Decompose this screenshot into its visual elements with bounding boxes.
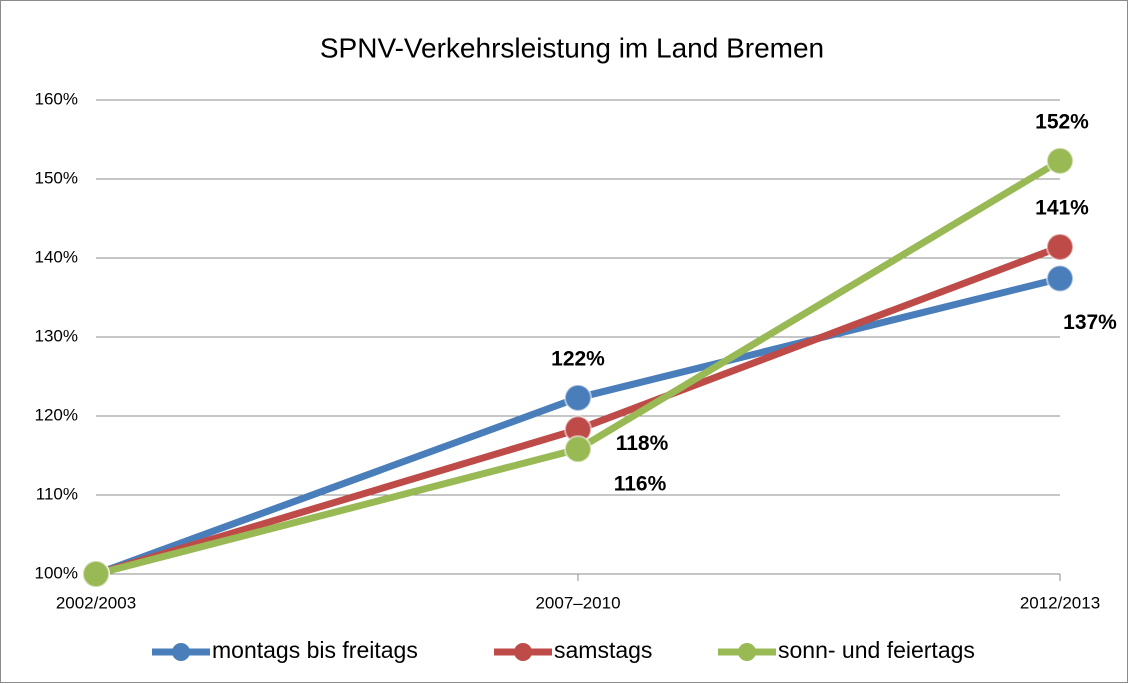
x-tick-label: 2012/2013	[1020, 593, 1100, 612]
x-tick-label: 2002/2003	[56, 593, 136, 612]
y-tick-label: 120%	[35, 405, 78, 424]
data-label: 141%	[1035, 196, 1089, 219]
y-tick-label: 140%	[35, 247, 78, 266]
y-tick-label: 150%	[35, 168, 78, 187]
x-tick-label: 2007–2010	[535, 593, 620, 612]
legend-label: sonn- und feiertags	[778, 637, 975, 663]
y-tick-label: 100%	[35, 563, 78, 582]
data-label: 137%	[1063, 311, 1117, 334]
data-point	[1046, 232, 1074, 261]
data-point	[1046, 264, 1074, 293]
data-label: 152%	[1035, 110, 1089, 133]
data-point	[564, 383, 592, 412]
y-tick-label: 130%	[35, 326, 78, 345]
legend-marker	[738, 643, 756, 661]
data-point	[1046, 146, 1074, 175]
y-tick-label: 160%	[35, 89, 78, 108]
legend-label: samstags	[554, 637, 652, 663]
data-point	[564, 435, 592, 464]
data-label: 118%	[616, 432, 669, 455]
legend-label: montags bis freitags	[212, 637, 418, 663]
legend-marker	[172, 643, 190, 661]
data-label: 116%	[614, 473, 667, 496]
chart-title: SPNV-Verkehrsleistung im Land Bremen	[320, 32, 824, 63]
data-label: 122%	[551, 347, 605, 370]
data-point	[82, 560, 110, 588]
y-tick-label: 110%	[36, 484, 78, 503]
legend-marker	[514, 643, 532, 661]
